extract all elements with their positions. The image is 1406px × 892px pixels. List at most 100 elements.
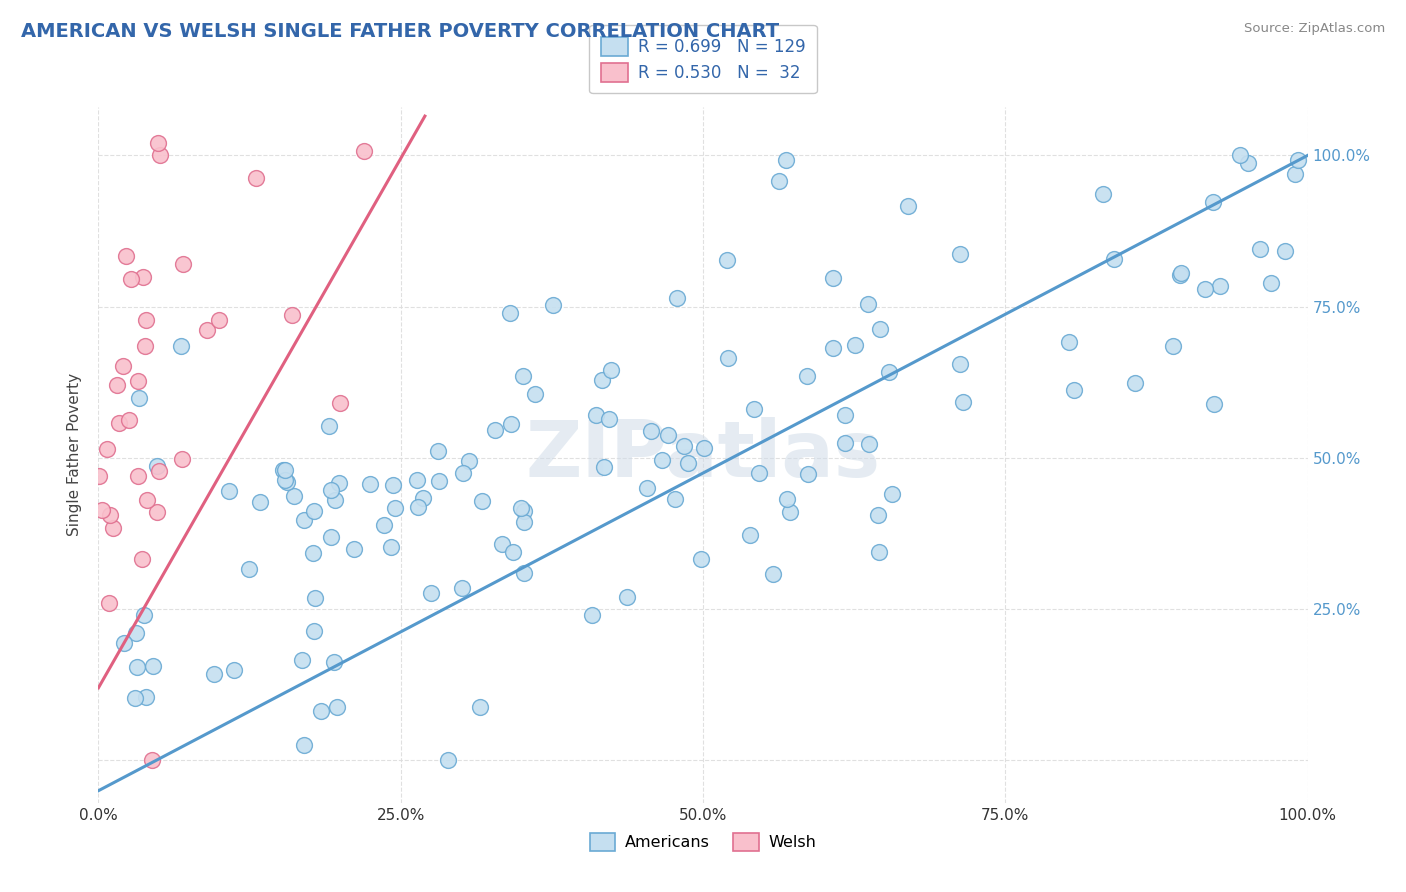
Point <box>1170 266 1192 280</box>
Point <box>1284 167 1306 181</box>
Point <box>87 469 110 483</box>
Point <box>502 545 524 559</box>
Point <box>882 486 904 500</box>
Point <box>384 500 406 515</box>
Point <box>1229 148 1251 162</box>
Point <box>98 596 121 610</box>
Point <box>484 423 506 437</box>
Point <box>249 494 271 508</box>
Text: ZIPatlas: ZIPatlas <box>526 417 880 493</box>
Point <box>132 608 155 623</box>
Point <box>591 373 613 387</box>
Point <box>172 257 194 271</box>
Point <box>135 313 157 327</box>
Point <box>513 516 536 530</box>
Point <box>598 412 620 426</box>
Point <box>149 148 172 162</box>
Point <box>148 136 170 151</box>
Point <box>581 607 603 622</box>
Point <box>437 754 460 768</box>
Point <box>382 478 405 492</box>
Point <box>98 508 121 522</box>
Point <box>127 469 149 483</box>
Point <box>208 313 231 327</box>
Point <box>281 308 304 322</box>
Point <box>170 451 193 466</box>
Point <box>419 585 441 599</box>
Point <box>673 439 696 453</box>
Point <box>952 395 974 409</box>
Point <box>858 297 880 311</box>
Point <box>1236 155 1258 169</box>
Point <box>512 369 534 384</box>
Point <box>716 253 738 268</box>
Point <box>292 738 315 752</box>
Point <box>499 306 522 320</box>
Point <box>676 456 699 470</box>
Point <box>1201 194 1223 209</box>
Point <box>877 365 900 379</box>
Point <box>796 368 818 383</box>
Point <box>1168 268 1191 282</box>
Point <box>108 416 131 430</box>
Point <box>121 272 143 286</box>
Point <box>427 444 450 458</box>
Point <box>195 323 218 337</box>
Point <box>666 291 689 305</box>
Point <box>329 395 352 409</box>
Point <box>134 339 156 353</box>
Point <box>118 412 141 426</box>
Point <box>131 552 153 566</box>
Point <box>124 690 146 705</box>
Point <box>283 489 305 503</box>
Point <box>91 503 114 517</box>
Point <box>274 463 297 477</box>
Point <box>664 491 686 506</box>
Point <box>1194 281 1216 295</box>
Point <box>142 659 165 673</box>
Point <box>491 537 513 551</box>
Point <box>380 541 402 555</box>
Point <box>640 424 662 438</box>
Point <box>148 464 170 478</box>
Point <box>693 441 716 455</box>
Point <box>328 476 350 491</box>
Point <box>359 476 381 491</box>
Point <box>1208 278 1230 293</box>
Point <box>373 517 395 532</box>
Point <box>218 484 240 499</box>
Point <box>1092 187 1115 202</box>
Point <box>202 666 225 681</box>
Point <box>125 626 148 640</box>
Point <box>1202 397 1225 411</box>
Point <box>523 386 546 401</box>
Point <box>866 508 889 523</box>
Point <box>748 466 770 480</box>
Point <box>290 653 312 667</box>
Point <box>869 322 891 336</box>
Point <box>513 504 536 518</box>
Point <box>636 482 658 496</box>
Point <box>114 249 136 263</box>
Point <box>127 374 149 388</box>
Point <box>868 545 890 559</box>
Point <box>245 171 267 186</box>
Point <box>103 521 125 535</box>
Point <box>302 546 325 560</box>
Point <box>112 636 135 650</box>
Point <box>132 270 155 285</box>
Point <box>834 436 856 450</box>
Point <box>651 453 673 467</box>
Point <box>427 474 450 488</box>
Point <box>326 700 349 714</box>
Point <box>509 500 531 515</box>
Point <box>319 483 342 497</box>
Point <box>224 663 246 677</box>
Point <box>353 144 375 158</box>
Point <box>405 474 427 488</box>
Point <box>1163 339 1185 353</box>
Point <box>276 475 298 489</box>
Point <box>274 473 297 487</box>
Point <box>238 562 260 576</box>
Point <box>823 341 845 355</box>
